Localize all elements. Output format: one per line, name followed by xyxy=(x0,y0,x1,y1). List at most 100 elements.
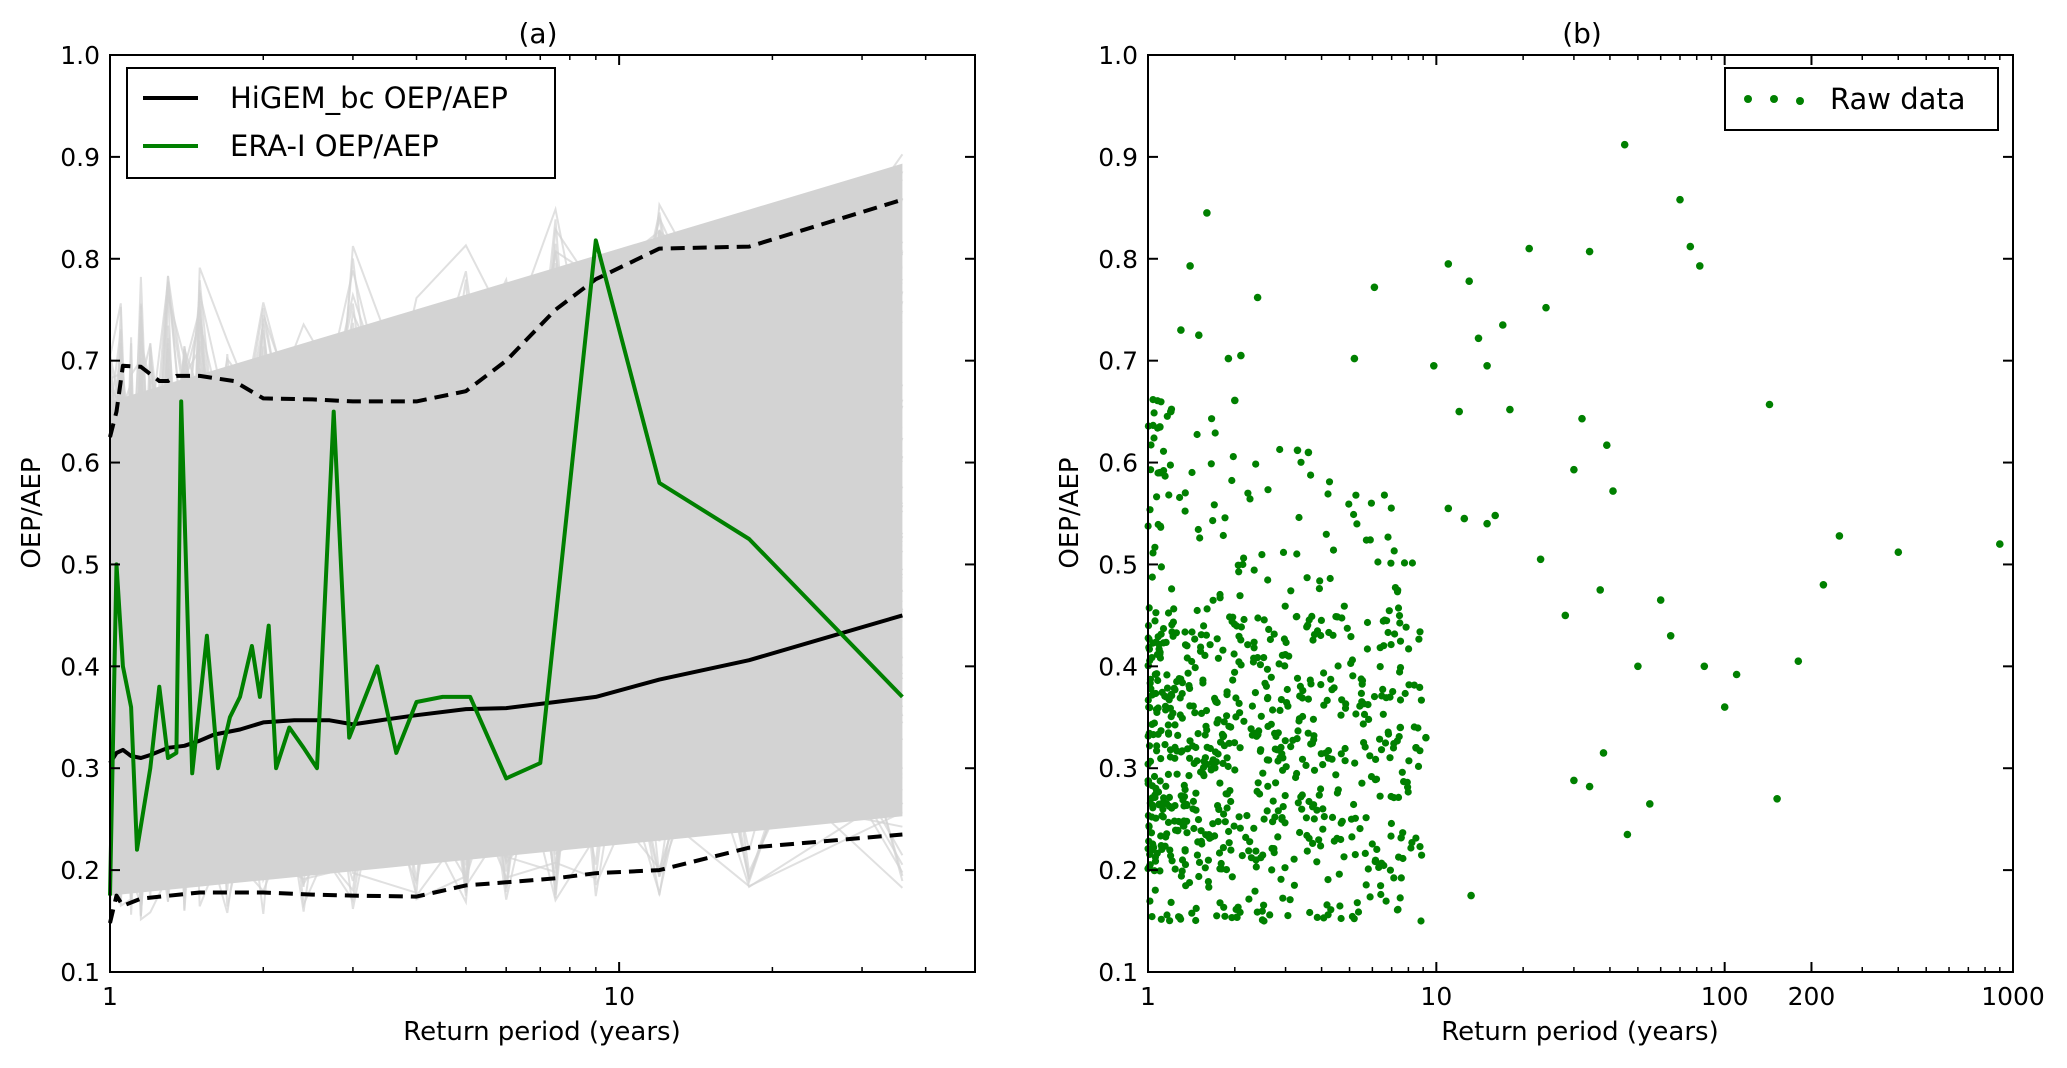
point-203 xyxy=(1325,478,1334,486)
point-460 xyxy=(1387,819,1395,828)
point-855 xyxy=(1599,749,1608,757)
point-860 xyxy=(1396,723,1405,732)
y-axis-label-a: OEP/AEP xyxy=(17,457,47,568)
x-tick-label-b-4: 1000 xyxy=(1981,982,2045,1011)
point-408 xyxy=(1383,617,1391,625)
point-618 xyxy=(1323,901,1331,909)
point-850 xyxy=(1596,586,1604,594)
point-661 xyxy=(1259,769,1267,777)
point-308 xyxy=(1347,633,1355,641)
point-420 xyxy=(1298,694,1306,702)
point-213 xyxy=(1195,858,1204,867)
point-548 xyxy=(1313,806,1321,814)
point-559 xyxy=(1274,833,1282,841)
point-380 xyxy=(1299,687,1307,695)
point-700 xyxy=(1188,628,1196,636)
point-564 xyxy=(1171,802,1179,810)
point-614 xyxy=(1170,684,1178,692)
point-709 xyxy=(1364,865,1372,873)
point-394 xyxy=(1193,757,1201,765)
point-802 xyxy=(1686,242,1695,251)
point-557 xyxy=(1387,504,1395,512)
point-576 xyxy=(1244,641,1252,649)
point-595 xyxy=(1387,641,1395,649)
point-383 xyxy=(1390,874,1398,882)
point-504 xyxy=(1199,679,1207,687)
point-847 xyxy=(1720,703,1729,711)
point-122 xyxy=(1195,872,1203,881)
point-712 xyxy=(1228,914,1236,922)
point-672 xyxy=(1281,792,1289,800)
point-660 xyxy=(1168,585,1176,593)
legend-a: HiGEM_bc OEP/AEP ERA-I OEP/AEP xyxy=(126,67,556,179)
point-730 xyxy=(1365,715,1373,724)
legend-box-a xyxy=(126,67,556,179)
point-431 xyxy=(1379,710,1387,718)
point-706 xyxy=(1347,659,1355,668)
point-130 xyxy=(1410,681,1418,689)
point-597 xyxy=(1277,743,1285,752)
point-816 xyxy=(1195,331,1203,340)
legend-marker-b-2 xyxy=(1770,95,1778,103)
point-641 xyxy=(1251,887,1259,895)
point-574 xyxy=(1150,844,1158,852)
point-418 xyxy=(1161,842,1169,850)
point-124 xyxy=(1149,549,1157,557)
point-371 xyxy=(1228,873,1236,881)
point-158 xyxy=(1396,894,1404,902)
point-404 xyxy=(1302,814,1310,822)
point-807 xyxy=(1465,277,1473,286)
point-563 xyxy=(1243,812,1251,820)
point-836 xyxy=(1491,511,1499,520)
point-638 xyxy=(1168,857,1176,865)
point-634 xyxy=(1230,739,1239,747)
point-367 xyxy=(1145,742,1154,750)
point-250 xyxy=(1225,827,1233,836)
point-717 xyxy=(1194,730,1202,738)
x-tick-label-b-1: 10 xyxy=(1420,982,1452,1011)
point-15 xyxy=(1214,818,1222,826)
point-525 xyxy=(1333,834,1341,843)
point-365 xyxy=(1315,585,1323,593)
point-313 xyxy=(1308,612,1316,621)
point-558 xyxy=(1164,770,1172,779)
point-612 xyxy=(1354,908,1363,916)
point-624 xyxy=(1150,772,1159,781)
point-134 xyxy=(1356,825,1364,833)
point-146 xyxy=(1279,803,1287,811)
point-691 xyxy=(1281,864,1289,872)
point-194 xyxy=(1307,471,1315,479)
point-181 xyxy=(1247,725,1255,733)
point-486 xyxy=(1340,602,1348,610)
point-331 xyxy=(1290,855,1298,863)
point-828 xyxy=(1156,423,1164,431)
point-217 xyxy=(1204,856,1212,864)
point-789 xyxy=(1379,685,1387,694)
point-724 xyxy=(1215,849,1224,857)
point-547 xyxy=(1174,731,1182,740)
point-147 xyxy=(1186,754,1194,762)
point-499 xyxy=(1227,797,1235,806)
point-288 xyxy=(1320,669,1328,677)
point-552 xyxy=(1394,793,1403,802)
point-190 xyxy=(1295,513,1303,522)
point-391 xyxy=(1250,644,1258,652)
point-425 xyxy=(1201,731,1209,739)
point-573 xyxy=(1153,849,1161,857)
legend-marker-b-1 xyxy=(1744,95,1752,103)
point-591 xyxy=(1263,756,1271,764)
point-592 xyxy=(1292,613,1300,621)
point-768 xyxy=(1284,702,1292,710)
point-64 xyxy=(1416,843,1424,851)
point-315 xyxy=(1279,548,1288,557)
point-632 xyxy=(1371,776,1379,784)
point-252 xyxy=(1166,917,1174,925)
point-809 xyxy=(1186,262,1194,270)
point-154 xyxy=(1266,911,1274,919)
point-601 xyxy=(1170,605,1178,613)
x-axis-label-a: Return period (years) xyxy=(403,1017,680,1047)
point-407 xyxy=(1382,897,1390,905)
point-169 xyxy=(1221,912,1229,920)
point-346 xyxy=(1396,668,1404,676)
point-707 xyxy=(1211,429,1219,437)
